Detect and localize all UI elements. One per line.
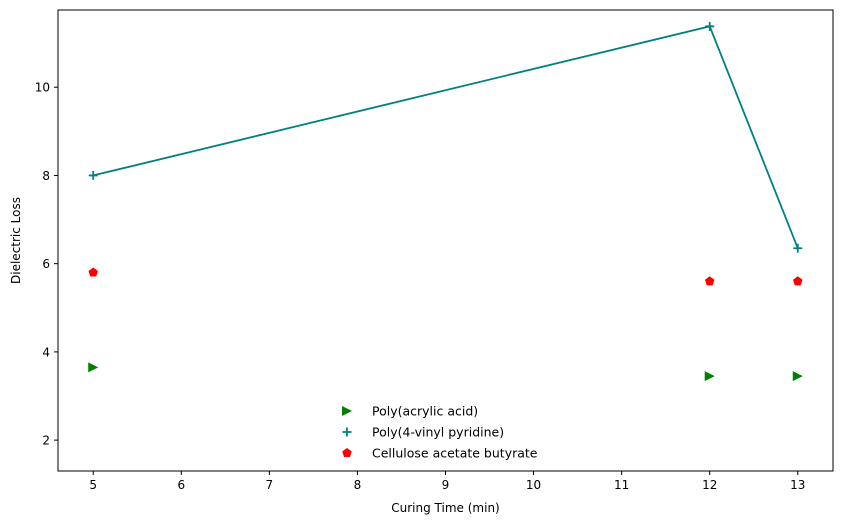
y-axis-label: Dielectric Loss (9, 197, 23, 284)
y-tick-label: 6 (42, 257, 50, 271)
data-point (793, 276, 803, 286)
data-point (793, 243, 803, 253)
legend-marker (342, 406, 352, 416)
legend-entry: Poly(4-vinyl pyridine) (342, 425, 504, 440)
data-point (88, 170, 98, 180)
x-tick-label: 11 (614, 478, 629, 492)
data-point (792, 371, 803, 382)
plot-frame (57, 9, 834, 472)
x-tick-label: 6 (177, 478, 185, 492)
legend-marker (342, 448, 352, 458)
y-tick-label: 8 (42, 169, 50, 183)
x-tick-label: 10 (526, 478, 541, 492)
x-axis-label: Curing Time (min) (391, 501, 499, 515)
series-0 (88, 362, 803, 382)
data-point (88, 267, 98, 277)
y-tick-label: 10 (35, 81, 50, 95)
series-1 (88, 21, 803, 253)
legend-marker (342, 427, 352, 437)
plot-background (58, 10, 833, 471)
x-tick-label: 9 (442, 478, 450, 492)
legend-entry: Poly(acrylic acid) (342, 404, 478, 419)
x-tick-label: 8 (354, 478, 362, 492)
tick-layer: 5 6 7 8 9 10 11 12 13 2 4 6 8 10 (35, 81, 806, 492)
data-point (704, 371, 715, 382)
legend-label: Poly(acrylic acid) (372, 404, 478, 419)
x-tick-label: 12 (702, 478, 717, 492)
legend-entry: Cellulose acetate butyrate (342, 446, 538, 461)
legend-label: Cellulose acetate butyrate (372, 446, 538, 461)
x-tick-label: 13 (790, 478, 805, 492)
x-tick-label: 7 (266, 478, 274, 492)
series-2 (88, 267, 803, 286)
data-point (88, 362, 99, 373)
legend: Poly(acrylic acid) Poly(4-vinyl pyridine)… (342, 404, 538, 461)
y-tick-label: 2 (42, 434, 50, 448)
data-point (704, 276, 715, 286)
series-layer (88, 21, 803, 382)
x-tick-label: 5 (89, 478, 97, 492)
data-point (705, 21, 715, 31)
legend-label: Poly(4-vinyl pyridine) (372, 425, 504, 440)
y-tick-label: 4 (42, 345, 50, 359)
